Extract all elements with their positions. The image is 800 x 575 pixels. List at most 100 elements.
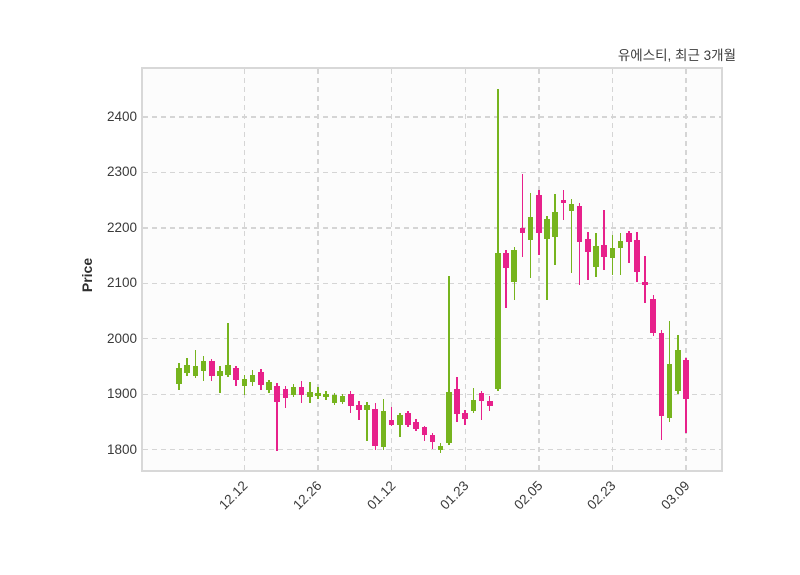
candle-body-down [208,360,215,376]
candle-body-up [675,349,681,392]
candle-body-up [666,364,673,419]
candle-body-down [650,298,657,334]
candle-body-up [184,364,190,374]
gridline-horizontal [143,282,721,284]
candle-body-up [241,379,248,386]
candle-body-up [396,415,403,425]
candle-body-up [437,446,444,450]
gridline-vertical [391,69,393,470]
candle-body-down [421,427,428,435]
candle-body-down [560,200,567,204]
candle-wick-down [358,400,360,420]
candle-wick-down [587,231,589,280]
candle-wick-down [562,190,565,221]
gridline-horizontal [143,338,721,340]
candle-body-up [527,216,534,241]
candle-wick-down [521,173,524,257]
candle-body-down [388,420,395,426]
candle-body-up [217,370,223,376]
candle-body-up [446,391,452,443]
candle-wick-up [619,233,622,275]
candle-body-up [176,368,182,385]
candle-body-up [331,395,338,403]
plot-frame [141,67,723,472]
candle-body-down [634,240,640,272]
candle-body-down [462,412,468,420]
candle-wick-down [628,230,630,264]
candle-body-down [576,205,583,242]
candle-body-down [454,389,460,415]
gridline-vertical [464,69,466,470]
candle-body-up [364,405,370,411]
candle-wick-up [399,413,401,438]
candle-body-down [585,238,591,252]
x-tick-label: 02.05 [510,478,546,513]
x-tick-label: 03.09 [658,478,693,513]
candle-body-down [486,400,493,407]
candle-body-up [315,392,321,397]
candle-body-down [658,333,665,417]
candle-body-up [339,395,346,402]
y-tick-label: 2100 [106,275,137,291]
candle-wick-up [546,215,548,300]
candle-wick-up [570,199,573,274]
candle-wick-up [227,323,229,378]
candle-wick-up [497,89,499,392]
candle-wick-down [644,255,646,304]
candle-wick-down [505,250,507,309]
y-tick-label: 1900 [106,386,137,402]
candle-body-up [552,212,558,238]
chart-title: 유에스티, 최근 3개월 [617,48,736,63]
candle-body-down [282,388,289,398]
gridline-vertical [685,69,687,470]
candle-wick-up [317,387,319,399]
gridline-vertical [538,69,540,470]
candle-wick-down [480,390,483,420]
x-tick-label: 01.12 [363,478,399,513]
candle-body-up [323,393,329,398]
candle-body-up [609,248,616,259]
candle-body-down [274,386,280,402]
candle-body-down [405,413,411,425]
y-tick-label: 1800 [106,441,137,457]
candle-body-up [495,252,501,390]
gridline-horizontal [143,393,721,395]
candle-body-down [429,435,436,443]
candle-wick-up [194,349,197,378]
y-tick-label: 2400 [106,109,137,124]
y-tick-label: 2300 [106,164,137,180]
candle-body-up [593,246,599,267]
candle-wick-down [578,202,581,285]
candle-body-up [307,391,313,397]
candle-wick-down [276,383,278,452]
x-tick-label: 01.23 [437,478,472,513]
candle-body-up [266,382,272,391]
candle-body-up [511,250,518,282]
candle-body-up [470,399,477,412]
x-tick-label: 12.26 [290,478,325,513]
candle-body-up [544,218,550,239]
candle-body-down [356,404,362,410]
candle-body-down [642,282,648,286]
candle-body-down [683,360,689,400]
candle-body-up [249,374,256,383]
candle-body-up [192,366,199,377]
candle-wick-down [603,210,605,270]
candle-body-down [413,421,419,429]
gridline-horizontal [143,116,721,118]
candle-body-down [519,227,526,234]
candle-wick-up [366,401,368,442]
candle-body-up [568,204,575,211]
candle-body-up [617,241,624,248]
candle-body-down [625,233,632,242]
candle-body-down [478,392,485,402]
candle-body-down [257,372,264,385]
plot-area [141,67,723,472]
candle-body-up [290,386,297,396]
candle-wick-up [219,366,221,393]
candle-body-down [503,253,509,268]
gridline-horizontal [143,171,721,174]
y-tick-label: 2200 [106,219,137,235]
candle-body-up [225,364,231,375]
